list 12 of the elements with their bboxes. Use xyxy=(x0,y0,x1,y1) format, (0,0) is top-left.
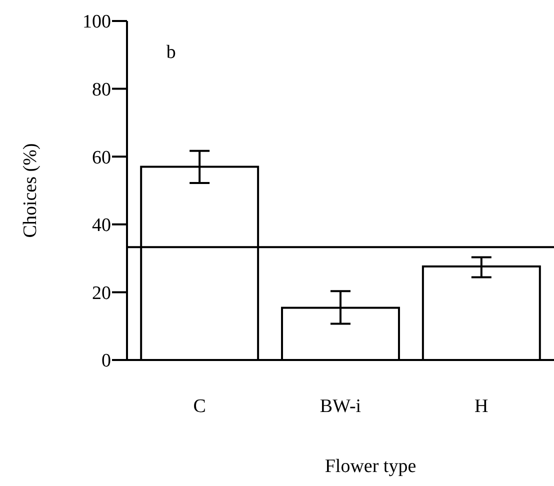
y-tick-label: 80 xyxy=(92,79,111,100)
annotation: b xyxy=(166,42,176,63)
x-tick-label: C xyxy=(193,396,206,417)
x-axis-title: Flower type xyxy=(324,456,416,477)
x-tick-label: H xyxy=(474,396,489,417)
y-axis-title: Choices (%) xyxy=(20,143,41,238)
y-tick-label: 60 xyxy=(92,147,111,168)
x-tick-label: BW-i xyxy=(320,396,362,417)
y-tick-label: 20 xyxy=(92,282,111,304)
y-tick-label: 0 xyxy=(102,350,111,372)
y-tick-label: 40 xyxy=(92,215,111,236)
y-tick-label: 100 xyxy=(82,12,111,33)
